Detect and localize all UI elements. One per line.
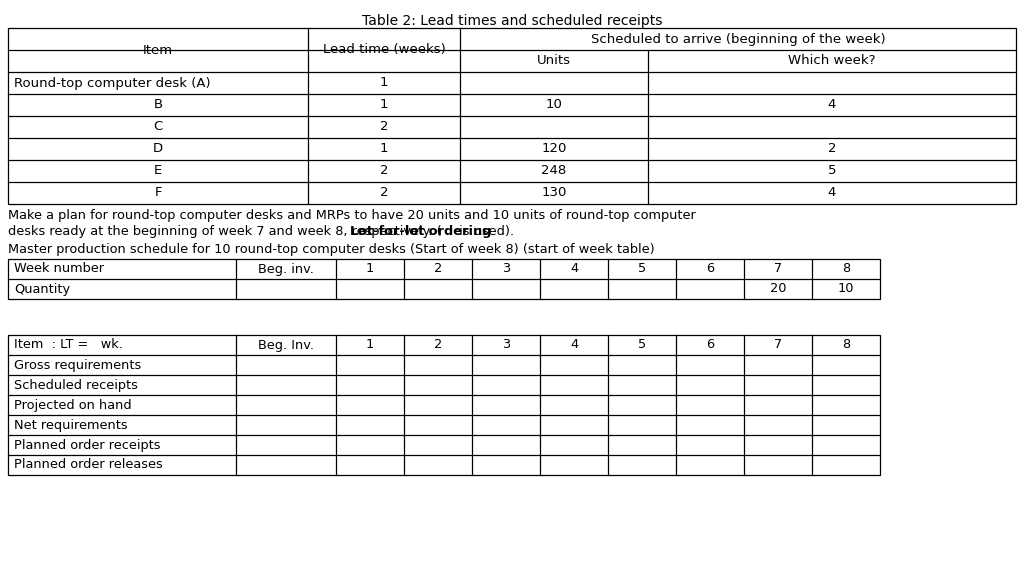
Text: Scheduled to arrive (beginning of the week): Scheduled to arrive (beginning of the we… (591, 32, 886, 45)
Text: Week number: Week number (14, 262, 104, 276)
Text: 1: 1 (366, 339, 374, 352)
Text: Projected on hand: Projected on hand (14, 399, 132, 412)
Text: 1: 1 (380, 99, 388, 112)
Text: B: B (154, 99, 163, 112)
Text: 1: 1 (380, 76, 388, 89)
Text: Round-top computer desk (A): Round-top computer desk (A) (14, 76, 211, 89)
Text: 2: 2 (434, 339, 442, 352)
Text: 130: 130 (542, 186, 566, 199)
Text: F: F (155, 186, 162, 199)
Text: 120: 120 (542, 142, 566, 155)
Text: 6: 6 (706, 262, 714, 276)
Text: Units: Units (537, 55, 571, 68)
Text: Table 2: Lead times and scheduled receipts: Table 2: Lead times and scheduled receip… (361, 14, 663, 28)
Text: Lead time (weeks): Lead time (weeks) (323, 44, 445, 56)
Text: 8: 8 (842, 262, 850, 276)
Text: Item  : LT =   wk.: Item : LT = wk. (14, 339, 123, 352)
Text: 20: 20 (770, 282, 786, 296)
Text: desks ready at the beginning of week 7 and week 8, respectively. (: desks ready at the beginning of week 7 a… (8, 225, 441, 238)
Text: 8: 8 (842, 339, 850, 352)
Text: 2: 2 (380, 121, 388, 133)
Text: Make a plan for round-top computer desks and MRPs to have 20 units and 10 units : Make a plan for round-top computer desks… (8, 209, 695, 222)
Text: Which week?: Which week? (788, 55, 876, 68)
Text: 1: 1 (366, 262, 374, 276)
Text: Gross requirements: Gross requirements (14, 359, 141, 372)
Text: 4: 4 (570, 339, 579, 352)
Text: Beg. Inv.: Beg. Inv. (258, 339, 314, 352)
Text: 6: 6 (706, 339, 714, 352)
Text: Net requirements: Net requirements (14, 419, 128, 432)
Text: 2: 2 (380, 186, 388, 199)
Text: 4: 4 (827, 99, 837, 112)
Text: 3: 3 (502, 262, 510, 276)
Text: 5: 5 (638, 339, 646, 352)
Text: Item: Item (143, 44, 173, 56)
Text: 10: 10 (838, 282, 854, 296)
Text: 7: 7 (774, 262, 782, 276)
Text: 10: 10 (546, 99, 562, 112)
Text: 2: 2 (827, 142, 837, 155)
Text: C: C (154, 121, 163, 133)
Text: 2: 2 (434, 262, 442, 276)
Text: Lot-for-lot ordering: Lot-for-lot ordering (350, 225, 492, 238)
Text: 3: 3 (502, 339, 510, 352)
Text: is used).: is used). (455, 225, 514, 238)
Text: Beg. inv.: Beg. inv. (258, 262, 314, 276)
Text: 7: 7 (774, 339, 782, 352)
Bar (8, 335, 880, 475)
Text: Quantity: Quantity (14, 282, 70, 296)
Text: Planned order receipts: Planned order receipts (14, 439, 161, 452)
Text: 4: 4 (570, 262, 579, 276)
Text: Scheduled receipts: Scheduled receipts (14, 379, 138, 392)
Text: Planned order releases: Planned order releases (14, 459, 163, 472)
Text: 1: 1 (380, 142, 388, 155)
Bar (8, 28, 1016, 204)
Text: D: D (153, 142, 163, 155)
Text: 248: 248 (542, 165, 566, 178)
Text: 5: 5 (827, 165, 837, 178)
Text: E: E (154, 165, 162, 178)
Text: 5: 5 (638, 262, 646, 276)
Text: 4: 4 (827, 186, 837, 199)
Text: 2: 2 (380, 165, 388, 178)
Text: Master production schedule for 10 round-top computer desks (Start of week 8) (st: Master production schedule for 10 round-… (8, 243, 654, 256)
Bar (8, 259, 880, 299)
